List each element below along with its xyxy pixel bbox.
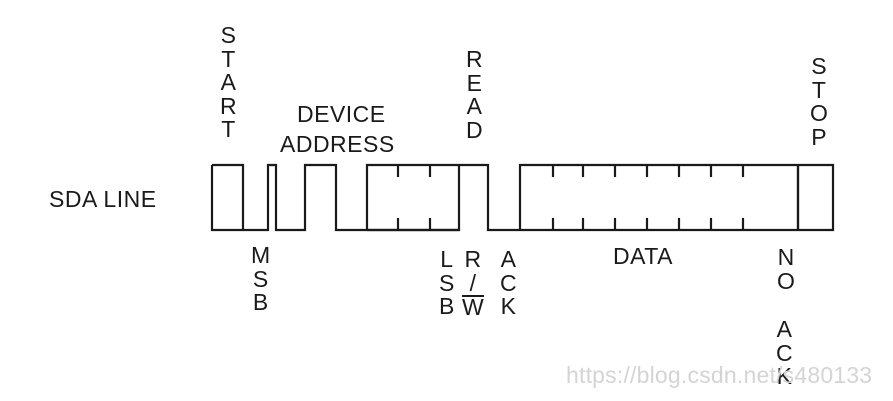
rw-r: R: [465, 248, 482, 272]
device-address-label-line1: DEVICE: [297, 103, 386, 126]
rw-w-overbar: W: [462, 295, 484, 318]
read-write-label: R / W: [462, 248, 484, 318]
device-address-label-line2: ADDRESS: [280, 133, 395, 156]
sda-trace: [212, 165, 833, 230]
data-label: DATA: [613, 245, 673, 268]
sda-line-label: SDA LINE: [49, 188, 157, 211]
watermark: https://blog.csdn.net/s480133: [566, 362, 872, 389]
rw-slash: /: [470, 272, 476, 296]
